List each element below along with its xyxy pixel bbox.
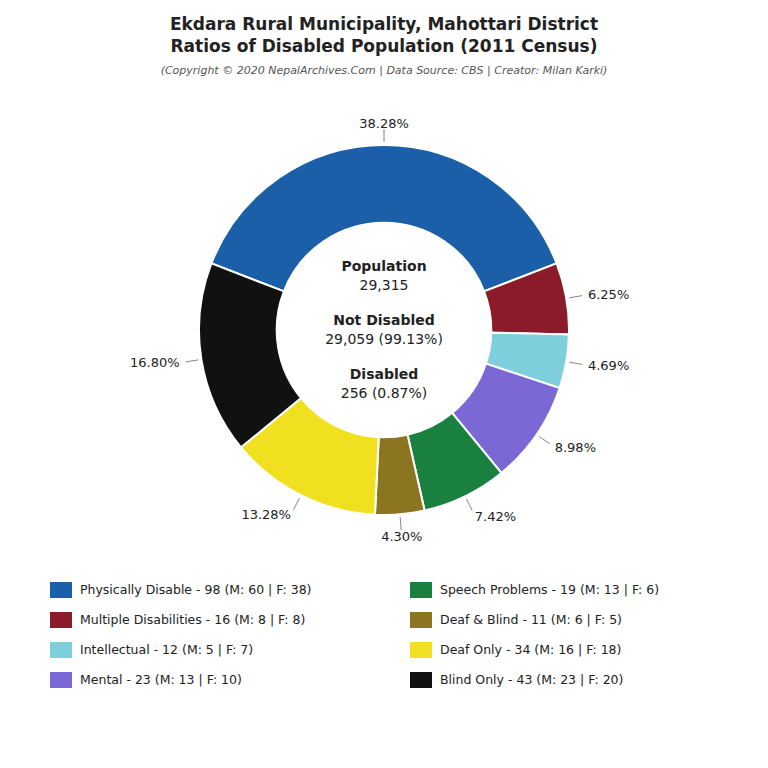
- title: Ekdara Rural Municipality, Mahottari Dis…: [170, 14, 598, 34]
- data-label: 8.98%: [555, 440, 596, 455]
- legend-swatch: [410, 642, 432, 658]
- leader-line: [569, 362, 582, 364]
- donut: [199, 145, 569, 515]
- legend: Physically Disable - 98 (M: 60 | F: 38) M…: [50, 582, 659, 688]
- legend-entry: Physically Disable - 98 (M: 60 | F: 38): [80, 582, 312, 597]
- title: Ratios of Disabled Population (2011 Cens…: [171, 36, 598, 56]
- data-label: 16.80%: [130, 355, 180, 370]
- leader-line: [186, 360, 199, 362]
- legend-swatch: [50, 612, 72, 628]
- leader-line: [294, 498, 300, 510]
- annotation: Population: [341, 258, 426, 274]
- annotation: 29,059 (99.13%): [325, 331, 443, 347]
- leader-line: [569, 296, 582, 298]
- legend-swatch: [50, 672, 72, 688]
- legend-entry: Mental - 23 (M: 13 | F: 10): [80, 672, 242, 687]
- data-labels: 38.28% 6.25% 4.69% 8.98% 7.42% 4.30% 13.28% 16.…: [130, 116, 629, 544]
- legend-entry: Deaf & Blind - 11 (M: 6 | F: 5): [440, 612, 622, 627]
- legend-swatch: [410, 582, 432, 598]
- leader-line: [384, 129, 385, 142]
- center-text: Population 29,315 Not Disabled 29,059 (99.1…: [325, 258, 443, 401]
- data-label: 4.69%: [588, 358, 629, 373]
- legend-entry: Intellectual - 12 (M: 5 | F: 7): [80, 642, 253, 657]
- annotation: 29,315: [360, 277, 409, 293]
- annotation: Disabled: [350, 366, 419, 382]
- slice: [375, 435, 425, 515]
- legend-swatch: [410, 672, 432, 688]
- legend-entry: Deaf Only - 34 (M: 16 | F: 18): [440, 642, 621, 657]
- legend-swatch: [50, 642, 72, 658]
- slice: [211, 145, 556, 291]
- annotation: Not Disabled: [333, 312, 434, 328]
- data-label: 13.28%: [241, 507, 291, 522]
- leader-line: [466, 499, 472, 511]
- legend-entry: Speech Problems - 19 (M: 13 | F: 6): [440, 582, 659, 597]
- chart: Ekdara Rural Municipality, Mahottari Dis…: [0, 0, 768, 768]
- slice: [199, 263, 301, 447]
- data-label: 38.28%: [359, 116, 409, 131]
- legend-swatch: [410, 612, 432, 628]
- legend-entry: Multiple Disabilities - 16 (M: 8 | F: 8): [80, 612, 305, 627]
- subtitle: (Copyright © 2020 NepalArchives.Com | Da…: [161, 64, 608, 77]
- legend-swatch: [50, 582, 72, 598]
- data-label: 4.30%: [381, 529, 422, 544]
- leader-line: [539, 436, 550, 443]
- legend-entry: Blind Only - 43 (M: 23 | F: 20): [440, 672, 623, 687]
- data-label: 7.42%: [475, 509, 516, 524]
- slice: [484, 263, 569, 334]
- data-label: 6.25%: [588, 287, 629, 302]
- annotation: 256 (0.87%): [341, 385, 428, 401]
